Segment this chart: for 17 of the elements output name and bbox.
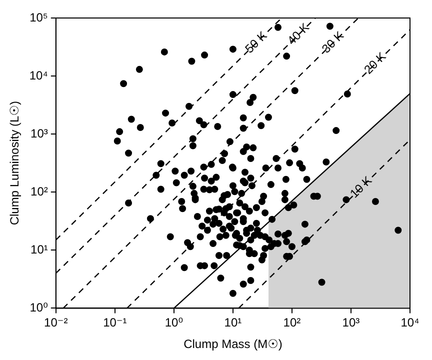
annotation: 40 K xyxy=(284,20,312,48)
y-tick-label: 10¹ xyxy=(30,242,48,256)
x-tick-label: 10³ xyxy=(342,316,360,330)
x-tick-label: 10⁴ xyxy=(400,316,420,330)
y-tick-label: 10² xyxy=(30,184,48,198)
x-tick-label: 10⁻² xyxy=(44,316,68,330)
annotation: 30 K xyxy=(319,28,346,56)
x-tick-label: 10² xyxy=(283,316,301,330)
x-tick-label: 10⁻¹ xyxy=(103,316,127,330)
y-tick-label: 10⁵ xyxy=(30,10,48,24)
x-tick-label: 10⁰ xyxy=(164,316,184,330)
y-tick-label: 10⁰ xyxy=(30,300,48,315)
y-tick-label: 10³ xyxy=(30,126,48,140)
y-axis-title: Clump Luminosity (L☉) xyxy=(8,101,22,226)
x-tick-label: 10¹ xyxy=(224,316,242,330)
y-tick-label: 10⁴ xyxy=(29,68,48,82)
x-axis-title: Clump Mass (M☉) xyxy=(184,337,282,352)
